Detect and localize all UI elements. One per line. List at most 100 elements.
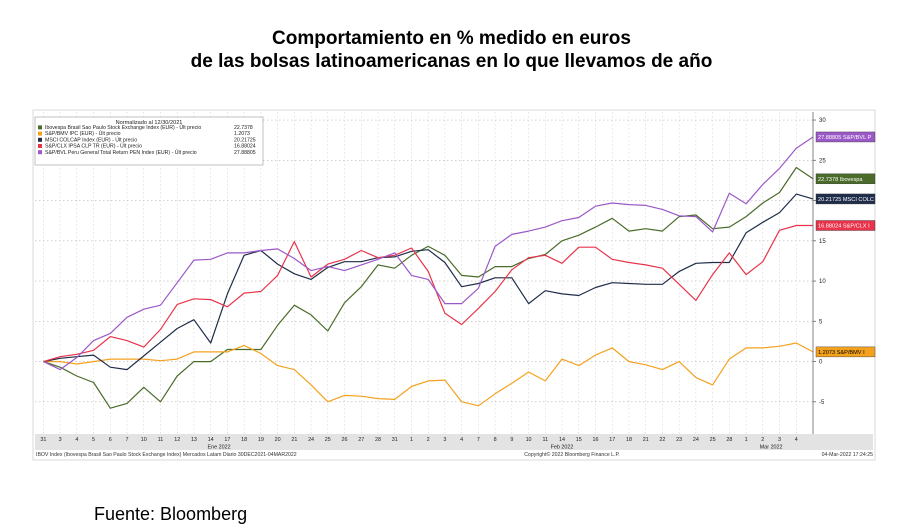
footer-ticker: IBOV Index (Ibovespa Brasil Sao Paulo St… [36, 452, 297, 458]
y-tick-label: 15 [819, 239, 826, 245]
legend-entry-label: Ibovespa Brasil Sao Paulo Stock Exchange… [45, 124, 201, 131]
last-value-tag [815, 220, 876, 231]
y-tick-label: -5 [819, 400, 825, 406]
x-tick-label: 7 [477, 437, 480, 443]
last-value-tag-label: 16.88024 S&P/CLX I [818, 224, 870, 230]
x-tick-label: 23 [676, 437, 682, 443]
x-tick-label: 14 [559, 437, 565, 443]
last-value-tag-label: 22.7378 Ibovespa [818, 177, 863, 183]
x-tick-label: 2 [427, 437, 430, 443]
legend-swatch [38, 131, 42, 136]
x-tick-label: 19 [258, 437, 264, 443]
x-tick-label: 17 [224, 437, 230, 443]
x-tick-label: 24 [308, 437, 314, 443]
y-tick-label: 10 [819, 279, 826, 285]
x-tick-label: 10 [526, 437, 532, 443]
legend-header: Normalizado al 12/30/2021 [116, 120, 183, 126]
x-tick-label: 1 [410, 437, 413, 443]
x-tick-label: 12 [174, 437, 180, 443]
x-tick-label: 8 [494, 437, 497, 443]
x-tick-label: 1 [745, 437, 748, 443]
x-tick-label: 17 [609, 437, 615, 443]
legend-entry-label: S&P/BVL Peru General Total Return PEN In… [45, 149, 197, 156]
x-tick-label: 24 [693, 437, 699, 443]
x-tick-label: 28 [726, 437, 732, 443]
x-tick-label: 22 [659, 437, 665, 443]
legend-entry-value: 27.88805 [234, 150, 256, 156]
legend-entry-value: 1.2073 [234, 131, 250, 137]
series-line [43, 342, 814, 407]
series-line [43, 224, 813, 363]
x-tick-label: 31 [40, 437, 46, 443]
x-tick-label: 18 [241, 437, 247, 443]
x-tick-label: 3 [443, 437, 446, 443]
y-tick-label: 25 [819, 158, 826, 164]
x-tick-label: 21 [291, 437, 297, 443]
x-tick-label: 26 [342, 437, 348, 443]
plot-area [35, 112, 813, 434]
x-month-label: Mar 2022 [760, 445, 783, 451]
x-tick-label: 10 [141, 437, 147, 443]
last-value-tag-label: 20.21725 MSCI COLC [818, 197, 874, 203]
last-value-tag-label: 27.88805 S&P/BVL P [818, 135, 872, 141]
legend-entry-value: 16.88024 [234, 144, 256, 150]
x-tick-label: 6 [109, 437, 112, 443]
series-layer [43, 136, 814, 409]
x-axis: 31 3 4 5 6 7 10 11 12 13 14 17 18 19 20 21 24 25 26 27 28 31 1… [40, 437, 797, 451]
x-tick-label: 5 [92, 437, 95, 443]
legend: Normalizado al 12/30/2021 Ibovespa Brasi… [34, 116, 264, 166]
chart-title-line1: Comportamiento en % medido en euros [272, 28, 631, 49]
y-tick-label: 5 [819, 319, 823, 325]
legend-entry-value: 20.21725 [234, 137, 256, 143]
y-tick-label: 0 [819, 360, 823, 366]
legend-box [34, 116, 264, 166]
last-value-tag-label: 1.2073 S&P/BMV I [818, 350, 865, 356]
legend-swatch [38, 150, 42, 155]
x-tick-label: 4 [75, 437, 78, 443]
last-value-tag [815, 193, 876, 205]
x-tick-label: 3 [59, 437, 62, 443]
x-tick-label: 25 [710, 437, 716, 443]
gridlines [35, 112, 813, 434]
x-tick-label: 9 [510, 437, 513, 443]
x-tick-label: 14 [208, 437, 214, 443]
last-value-tag [815, 131, 876, 143]
x-tick-label: 11 [158, 437, 164, 443]
legend-entry-value: 22.7378 [234, 125, 253, 131]
x-tick-label: 3 [778, 437, 781, 443]
x-tick-label: 18 [626, 437, 632, 443]
legend-swatch [38, 144, 42, 148]
last-value-tag [815, 346, 876, 358]
x-tick-label: 7 [126, 437, 129, 443]
source-note: Fuente: Bloomberg [94, 504, 248, 524]
x-tick-label: 13 [191, 437, 197, 443]
legend-entry-label: S&P/BMV IPC (EUR) - Últ precio [45, 130, 121, 137]
legend-swatch [38, 137, 42, 142]
x-tick-label: 11 [542, 437, 548, 443]
legend-swatch [38, 125, 42, 130]
x-tick-label: 21 [643, 437, 649, 443]
series-line [43, 193, 814, 371]
x-month-label: Feb 2022 [551, 445, 574, 451]
x-tick-label: 28 [375, 437, 381, 443]
footer-timestamp: 04-Mar-2022 17:24:25 [822, 452, 873, 458]
legend-entry-label: S&P/CLX IPSA CLP TR (EUR) - Últ precio [45, 143, 142, 150]
series-line [43, 136, 814, 371]
footer-copyright: Copyright© 2022 Bloomberg Finance L.P. [524, 451, 619, 458]
chart: 302520151050-5 3134567101112131417181920… [32, 109, 876, 461]
last-value-tags: 22.7378 Ibovespa 1.2073 S&P/BMV I 20.21725… [815, 131, 876, 358]
y-tick-label: 30 [819, 118, 826, 124]
x-tick-label: 20 [275, 437, 281, 443]
x-tick-label: 4 [460, 437, 463, 443]
legend-entry-label: MSCI COLCAP Index (EUR) - Últ precio [45, 136, 137, 143]
x-tick-label: 4 [795, 437, 798, 443]
x-tick-label: 31 [392, 437, 398, 443]
x-tick-label: 15 [576, 437, 582, 443]
x-tick-label: 25 [325, 437, 331, 443]
x-tick-label: 27 [358, 437, 364, 443]
chart-title-line2: de las bolsas latinoamericanas en lo que… [190, 51, 713, 72]
last-value-tag [815, 173, 876, 185]
x-tick-label: 16 [592, 437, 598, 443]
x-month-label: Ene 2022 [207, 445, 230, 451]
x-axis-band [35, 434, 873, 450]
